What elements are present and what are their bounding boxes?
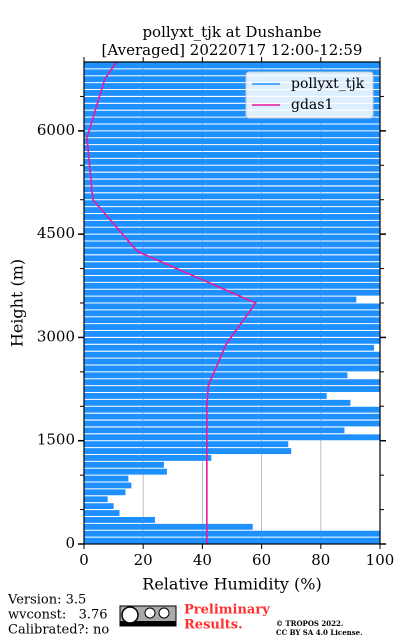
- y-tick-label: 6000: [37, 121, 75, 139]
- x-tick-label: 60: [252, 551, 271, 569]
- x-tick-label: 80: [311, 551, 330, 569]
- wvconst: wvconst: 3.76: [8, 608, 108, 623]
- plot-area: [84, 62, 380, 544]
- chart-subtitle: [Averaged] 20220717 12:00-12:59: [102, 41, 363, 59]
- legend-label: gdas1: [291, 97, 333, 113]
- y-tick-label: 3000: [37, 327, 75, 345]
- y-tick-label: 1500: [37, 431, 75, 449]
- copyright: © TROPOS 2022.: [276, 619, 343, 628]
- y-tick-label: 4500: [37, 224, 75, 242]
- version: Version: 3.5: [7, 593, 86, 608]
- x-tick-label: 20: [134, 551, 153, 569]
- x-tick-label: 100: [366, 551, 395, 569]
- x-axis-label: Relative Humidity (%): [142, 575, 321, 594]
- y-tick-label: 0: [65, 534, 75, 552]
- cc-logo: [119, 605, 177, 627]
- x-tick-label: 0: [79, 551, 89, 569]
- gdas-line: [86, 62, 257, 544]
- y-axis-label: Height (m): [8, 259, 27, 347]
- x-tick-label: 40: [193, 551, 212, 569]
- chart-title: pollyxt_tjk at Dushanbe: [142, 23, 321, 41]
- license: CC BY SA 4.0 License.: [276, 628, 363, 637]
- calibrated: Calibrated?: no: [8, 623, 109, 638]
- legend-label: pollyxt_tjk: [291, 76, 365, 92]
- results: Results.: [184, 618, 243, 633]
- preliminary: Preliminary: [184, 603, 270, 618]
